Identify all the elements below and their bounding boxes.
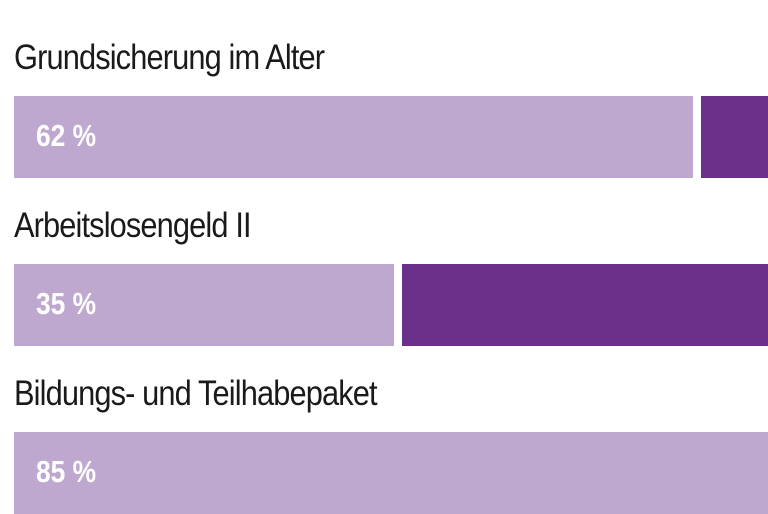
bar-track: 35 % bbox=[14, 264, 768, 346]
bar-value-label: 62 % bbox=[36, 118, 97, 153]
category-row: Bildungs- und Teilhabepaket 85 % bbox=[0, 336, 768, 514]
category-label: Bildungs- und Teilhabepaket bbox=[14, 374, 378, 413]
category-label: Arbeitslosengeld II bbox=[14, 206, 252, 245]
category-row: Arbeitslosengeld II 35 % bbox=[0, 168, 768, 346]
bar-track: 62 % bbox=[14, 96, 768, 178]
category-row: Grundsicherung im Alter 62 % bbox=[0, 0, 768, 178]
bar-segment-remainder bbox=[700, 96, 768, 178]
bar-segment-primary bbox=[14, 264, 394, 346]
bar-value-label: 35 % bbox=[36, 286, 97, 321]
category-label: Grundsicherung im Alter bbox=[14, 38, 325, 77]
bar-segment-primary bbox=[14, 432, 768, 514]
bar-segment-remainder bbox=[401, 264, 768, 346]
bar-value-label: 85 % bbox=[36, 454, 97, 489]
bar-segment-primary bbox=[14, 96, 693, 178]
bar-track: 85 % bbox=[14, 432, 768, 514]
